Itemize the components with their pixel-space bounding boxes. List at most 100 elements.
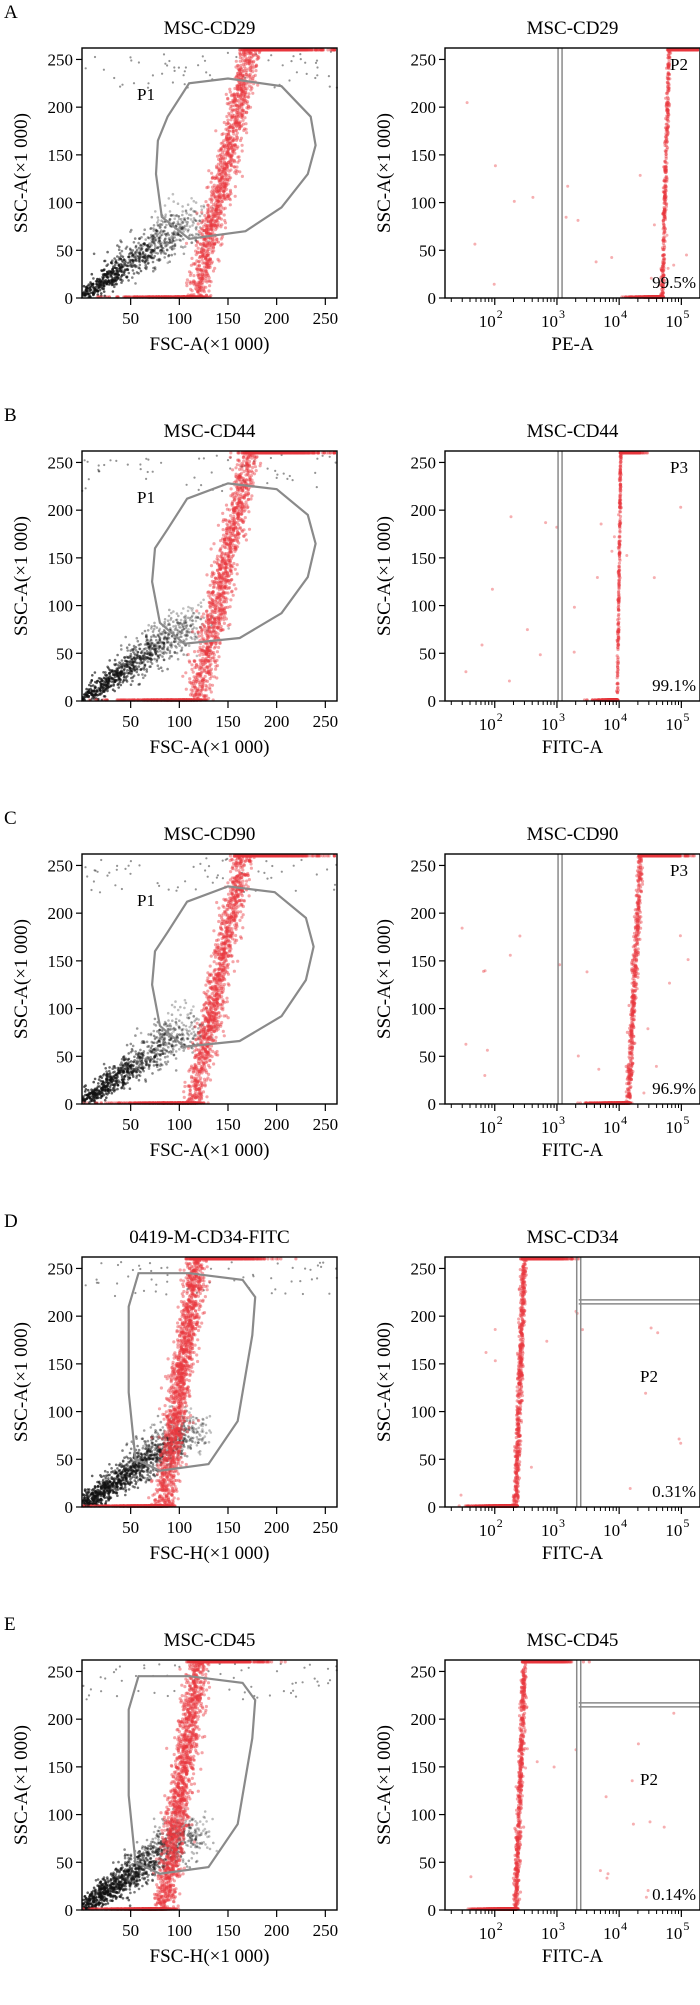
debris-dot <box>115 267 118 270</box>
debris-dot <box>167 253 171 257</box>
debris-dot <box>138 237 141 240</box>
debris-dot <box>161 72 164 75</box>
debris-dot <box>152 266 155 270</box>
debris-dot <box>117 273 121 277</box>
debris-dot <box>171 81 174 84</box>
event-dot <box>245 61 249 66</box>
event-dot <box>219 211 223 215</box>
x-tick-label: 200 <box>264 309 290 328</box>
event-dot <box>251 76 255 80</box>
debris-dot <box>90 272 94 276</box>
debris-dot <box>156 246 159 250</box>
debris-dot <box>191 224 194 227</box>
event-dot <box>212 213 216 217</box>
event-dot <box>233 185 237 189</box>
event-dot <box>304 48 308 52</box>
debris-dot <box>88 295 92 298</box>
debris-dot <box>153 239 157 242</box>
event-dot <box>227 122 232 126</box>
event-dot <box>210 176 214 180</box>
debris-dot <box>159 225 162 229</box>
event-dot <box>210 236 215 240</box>
event-dot <box>207 289 211 293</box>
event-dot <box>199 276 203 280</box>
debris-dot <box>182 74 185 77</box>
x-tick-label: 150 <box>215 309 241 328</box>
debris-dot <box>150 226 153 230</box>
debris-dot <box>156 216 160 219</box>
event-dot <box>210 171 214 175</box>
debris-dot <box>173 239 176 243</box>
event-dot <box>665 117 669 121</box>
event-dot <box>232 138 236 142</box>
event-dot <box>664 101 669 105</box>
event-dot <box>276 48 280 52</box>
event-dot <box>194 249 198 253</box>
event-dot <box>215 223 219 227</box>
debris-dot <box>113 263 117 267</box>
event-dot <box>189 287 193 291</box>
debris-dot <box>183 70 186 73</box>
event-dot <box>265 48 269 52</box>
event-dot <box>229 168 233 172</box>
debris-dot <box>154 232 157 236</box>
event-dot <box>246 95 250 99</box>
event-dot <box>664 165 668 169</box>
event-dot <box>665 177 669 181</box>
debris-dot <box>295 71 298 74</box>
debris-dot <box>163 232 167 236</box>
debris-dot <box>153 244 157 247</box>
debris-dot <box>123 269 126 273</box>
debris-dot <box>111 278 114 282</box>
event-dot <box>187 270 192 274</box>
debris-dot <box>179 227 183 230</box>
event-dot <box>234 168 238 173</box>
debris-dot <box>111 267 114 271</box>
debris-dot <box>91 291 95 295</box>
event-dot <box>230 125 234 129</box>
debris-dot <box>125 267 129 271</box>
event-dot <box>220 235 224 239</box>
event-dot <box>209 246 213 250</box>
debris-dot <box>173 217 176 221</box>
event-dot <box>224 92 228 96</box>
debris-dot <box>190 241 193 245</box>
debris-dot <box>184 210 188 213</box>
debris-dot <box>169 214 173 217</box>
event-dot <box>215 219 219 223</box>
event-dot <box>204 200 208 204</box>
debris-dot <box>194 239 198 242</box>
event-dot <box>210 249 214 253</box>
debris-dot <box>304 61 307 64</box>
panel-letter-e: E <box>4 1614 16 1636</box>
debris-dot <box>165 232 169 236</box>
debris-dot <box>95 280 99 283</box>
debris-dot <box>97 283 101 287</box>
debris-dot <box>172 233 176 236</box>
y-tick-label: 100 <box>48 194 74 213</box>
event-dot <box>238 170 242 174</box>
debris-dot <box>87 292 90 296</box>
debris-dot <box>113 76 116 80</box>
event-dot <box>251 70 255 74</box>
debris-dot <box>92 277 95 280</box>
event-dot <box>220 197 224 201</box>
event-dot <box>202 238 206 242</box>
debris-dot <box>141 250 145 254</box>
event-dot <box>223 226 228 230</box>
debris-dot <box>144 248 148 251</box>
debris-dot <box>163 241 166 245</box>
debris-dot <box>129 262 133 265</box>
event-dot <box>229 156 233 160</box>
debris-dot <box>164 62 167 65</box>
event-dot <box>222 120 226 125</box>
debris-dot <box>314 61 318 64</box>
debris-dot <box>142 232 146 236</box>
debris-dot <box>94 285 98 289</box>
event-dot <box>251 53 255 57</box>
debris-dot <box>151 234 155 238</box>
event-dot <box>229 141 233 145</box>
debris-dot <box>142 255 146 259</box>
event-dot <box>694 48 698 52</box>
